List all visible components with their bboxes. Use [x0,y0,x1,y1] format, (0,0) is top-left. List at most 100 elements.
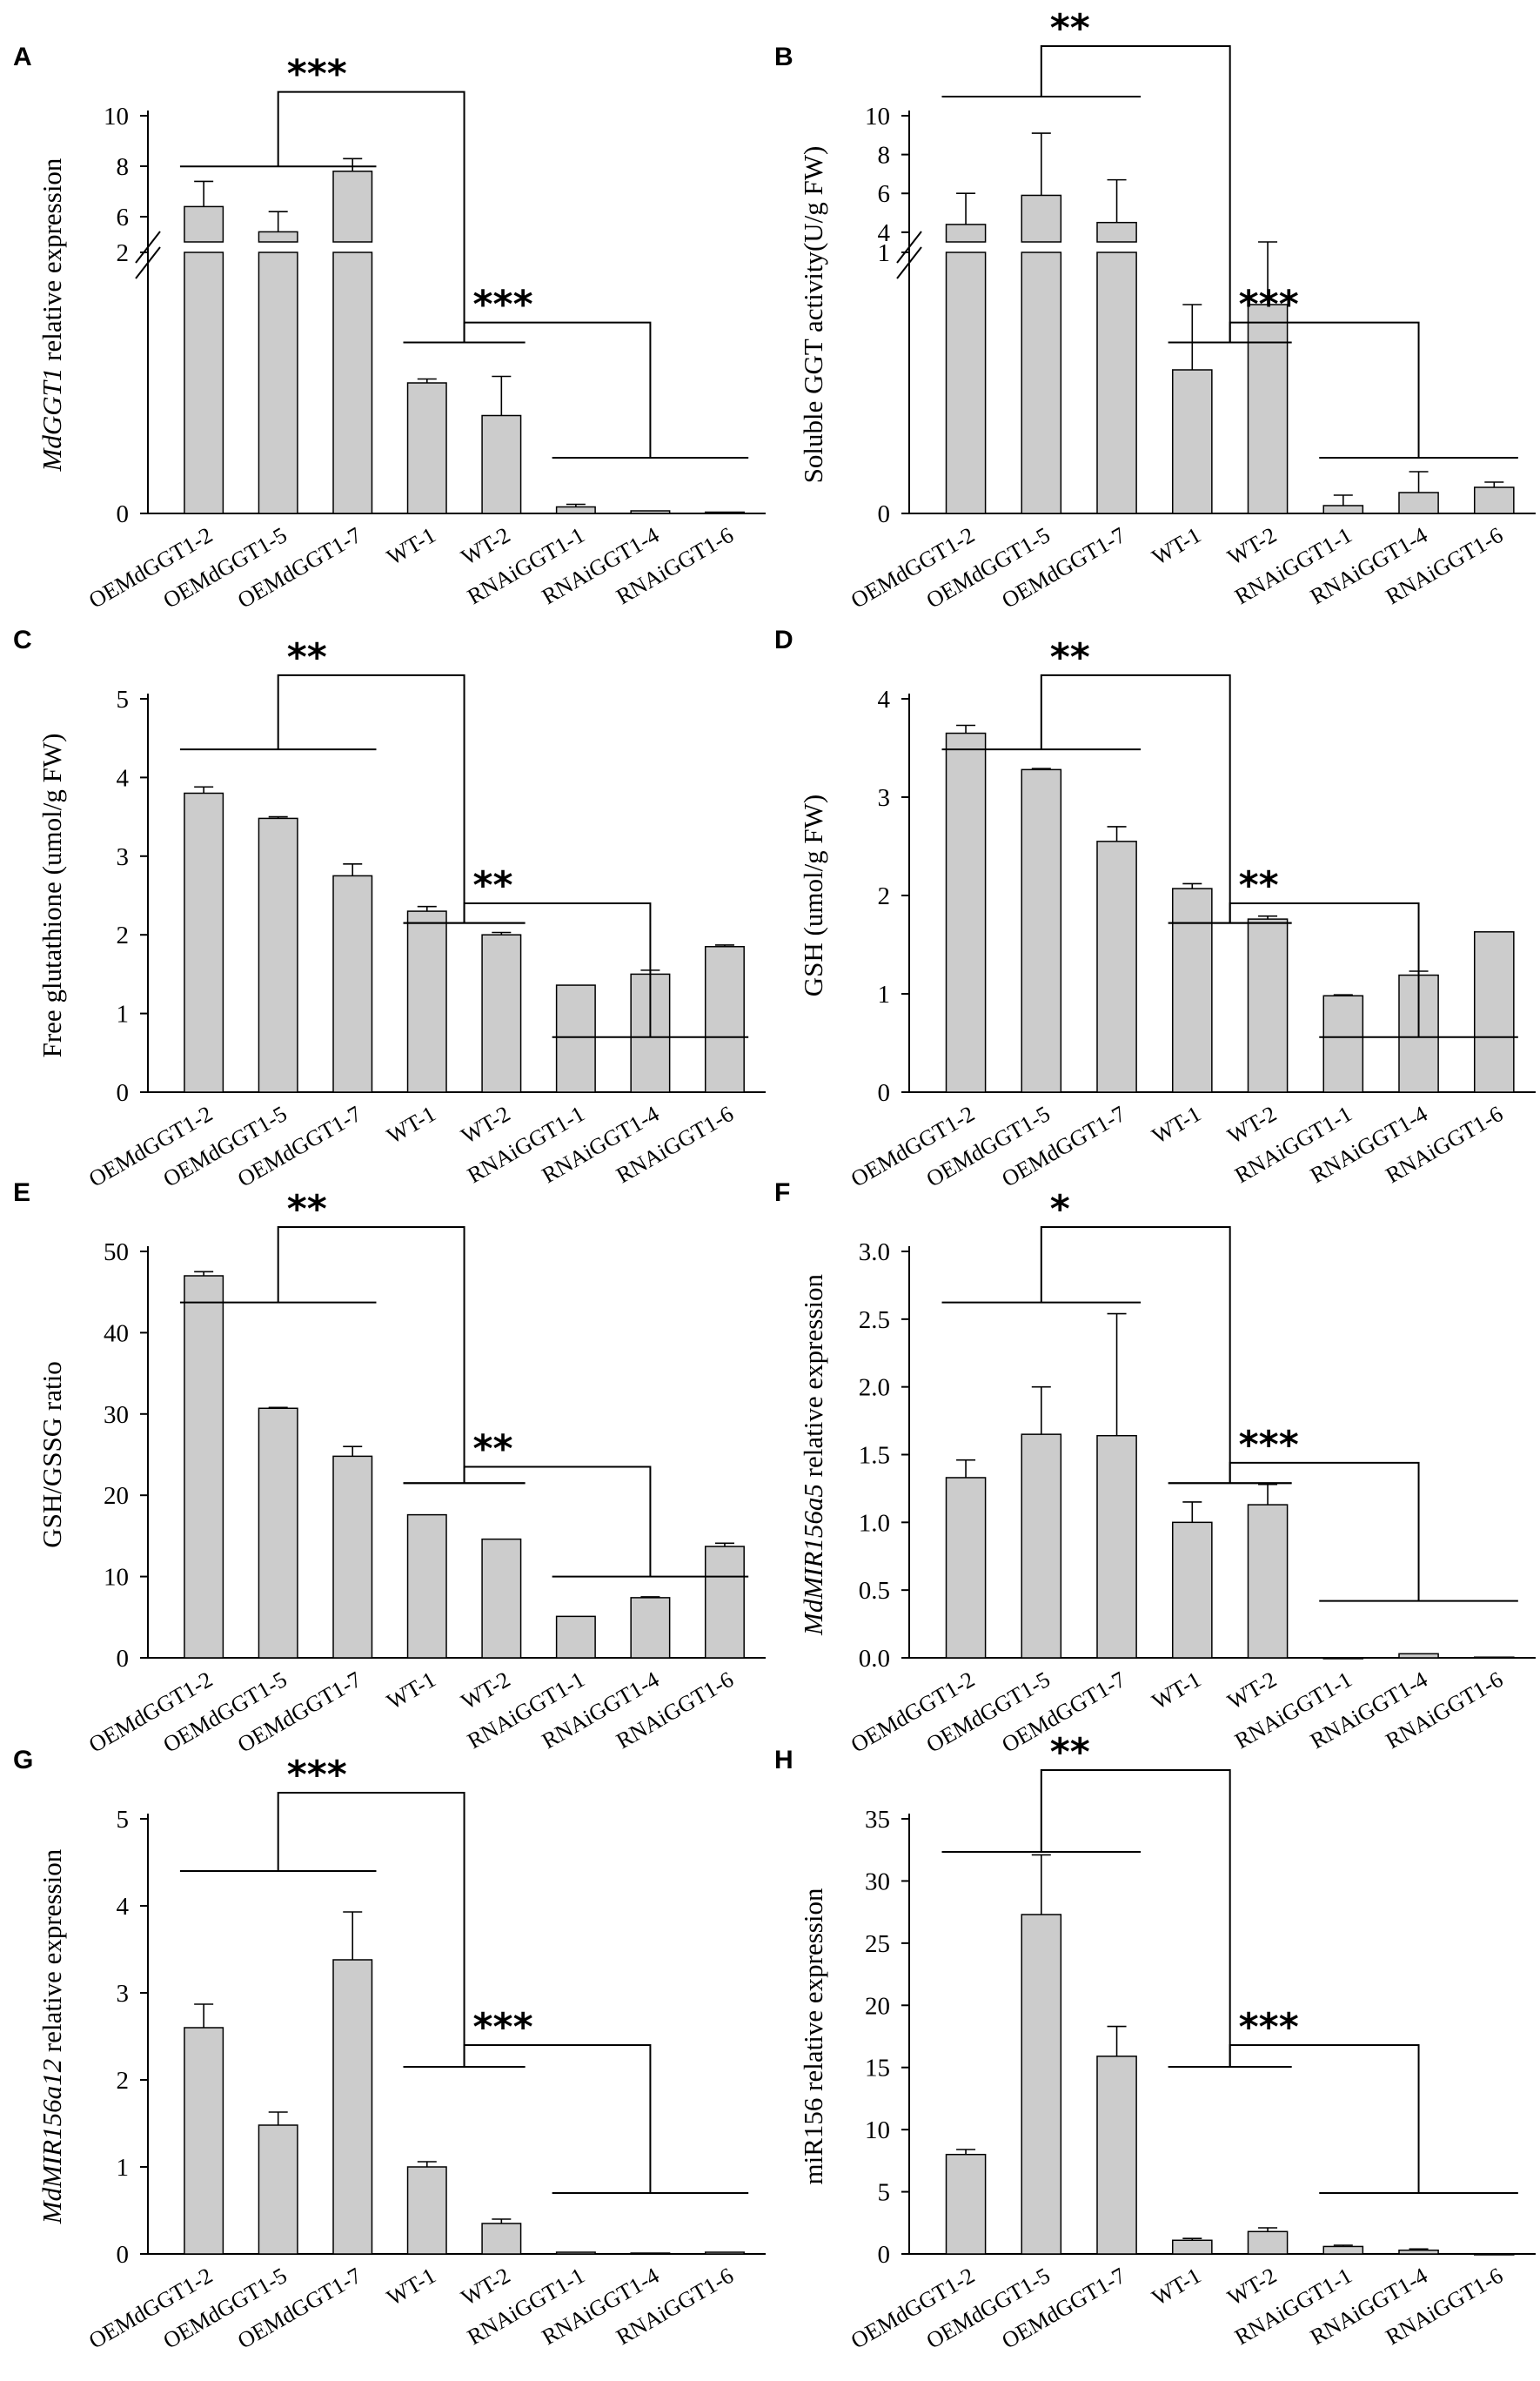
bar-G-7 [704,2251,745,2255]
panel-F: F 0.0 0.5 1.0 1.5 2.0 2.5 3.0 MdMIR156a5 relativ… [774,1178,1536,1758]
y-tick-label-A-1: 2 [117,239,130,267]
axis-break-A [135,231,161,264]
bar-E-0 [184,1275,224,1659]
bar-A-6 [630,510,671,514]
y-tick-label-A-4: 10 [104,103,129,131]
y-tick-label-F-0: 0.0 [859,1645,890,1673]
x-tick-label-A-1: OEMdGGT1-5 [159,522,291,614]
bar-A-0 [184,252,224,514]
panel-letter-B: B [774,43,793,71]
y-axis-label-A: MdGGT1 relative expression [37,158,67,472]
y-tick-label-H-2: 10 [865,2116,890,2144]
y-tick-label-A-0: 0 [117,500,130,528]
x-tick-label-B-3: WT-1 [1148,522,1205,570]
panel-letter-D: D [774,626,793,654]
bar-C-2 [332,875,373,1093]
bar-G-6 [630,2252,671,2255]
bar-B-0 [945,252,987,514]
bar-F-0 [945,1477,987,1659]
x-tick-label-F-0: OEMdGGT1-2 [847,1667,979,1758]
y-axis-label-part-E-0: GSH/GSSG ratio [37,1361,67,1547]
bar-E-7 [704,1546,745,1659]
sig-bracket-G-1 [463,2044,652,2193]
bar-A-4 [481,414,522,514]
y-axis-label-part-A-1: relative expression [37,158,67,368]
x-tick-label-G-0: OEMdGGT1-2 [84,2263,217,2354]
bar-upper-A-2 [332,171,373,243]
y-tick-label-F-6: 3.0 [859,1238,890,1266]
axis-break-B [896,231,922,264]
panel-letter-G: G [13,1746,33,1774]
y-tick-label-A-3: 8 [117,153,130,181]
bar-H-3 [1171,2239,1213,2255]
x-tick-label-G-2: OEMdGGT1-7 [233,2263,365,2354]
y-axis-label-F: MdMIR156a5 relative expression [798,1274,828,1636]
y-tick-label-G-3: 3 [117,1980,130,2008]
y-tick-label-E-4: 40 [104,1319,129,1347]
panel-H: H 0 5 10 15 20 25 30 35 miR156 relative expressio… [774,1730,1536,2354]
y-tick-label-G-0: 0 [117,2241,130,2269]
sig-label-H-0: ** [1050,1730,1090,1774]
bar-A-5 [555,506,596,514]
y-tick-label-B-5: 10 [865,103,890,131]
bar-upper-B-1 [1021,194,1062,243]
y-tick-label-B-2: 4 [878,219,891,247]
bar-B-3 [1171,369,1213,514]
y-tick-label-C-4: 4 [117,764,130,792]
bar-G-0 [184,2027,224,2255]
bar-upper-B-2 [1096,221,1137,243]
bar-E-3 [406,1513,447,1659]
y-tick-label-G-4: 4 [117,1893,130,1921]
x-tick-label-A-2: OEMdGGT1-7 [233,522,365,614]
bar-F-4 [1247,1504,1289,1659]
bar-C-7 [704,946,745,1093]
y-tick-label-E-3: 30 [104,1401,129,1429]
y-tick-label-B-0: 0 [878,500,891,528]
sig-label-F-1: *** [1239,1423,1299,1467]
sig-label-A-1: *** [473,283,533,327]
panel-B: B 0 14 6 8 10 Soluble GGT activity(U/g FW) OEMd… [774,6,1536,614]
bar-E-6 [630,1597,671,1659]
sig-bracket-E-1 [463,1465,652,1577]
panel-G: G 0 1 2 3 4 5 MdMIR156a12 relative expression OE… [13,1746,766,2354]
y-axis-label-part-A-0: MdGGT1 [37,368,67,473]
panel-letter-A: A [13,43,32,71]
y-axis-label-H: miR156 relative expression [798,1888,828,2184]
y-tick-label-B-1: 1 [878,239,891,267]
bar-A-3 [406,382,447,514]
bar-B-5 [1322,505,1364,514]
y-tick-label-B-4: 8 [878,142,891,170]
bar-G-1 [258,2124,298,2255]
bar-C-1 [258,817,298,1093]
sig-label-G-0: *** [287,1753,347,1797]
bar-G-3 [406,2166,447,2255]
bar-E-2 [332,1455,373,1659]
y-tick-label-H-0: 0 [878,2241,891,2269]
sig-bracket-F-0 [1040,1225,1231,1484]
y-tick-label-D-1: 1 [878,981,891,1009]
y-tick-label-A-2: 6 [117,204,130,231]
bar-E-4 [481,1538,522,1659]
panel-letter-F: F [774,1178,790,1207]
bar-D-1 [1021,768,1062,1093]
y-tick-label-D-4: 4 [878,686,891,714]
bar-H-7 [1473,2253,1515,2256]
sig-label-E-1: ** [473,1427,513,1472]
bar-D-7 [1473,931,1515,1093]
bar-C-3 [406,910,447,1093]
x-tick-label-C-1: OEMdGGT1-5 [159,1101,291,1192]
x-tick-label-E-0: OEMdGGT1-2 [84,1667,217,1758]
bar-D-0 [945,732,987,1093]
bar-F-7 [1473,1656,1515,1659]
y-axis-label-D: GSH (umol/g FW) [798,795,828,997]
panel-C: C 0 1 2 3 4 5 Free glutathione (umol/g FW) OEMdG… [13,626,766,1192]
bar-C-4 [481,934,522,1093]
bar-A-7 [704,511,745,514]
bar-C-0 [184,792,224,1093]
y-axis-label-part-D-0: GSH (umol/g FW) [798,795,828,997]
bar-E-5 [555,1615,596,1659]
x-tick-label-C-3: WT-1 [383,1101,440,1149]
y-tick-label-H-3: 15 [865,2055,890,2083]
x-tick-label-H-0: OEMdGGT1-2 [847,2263,979,2354]
